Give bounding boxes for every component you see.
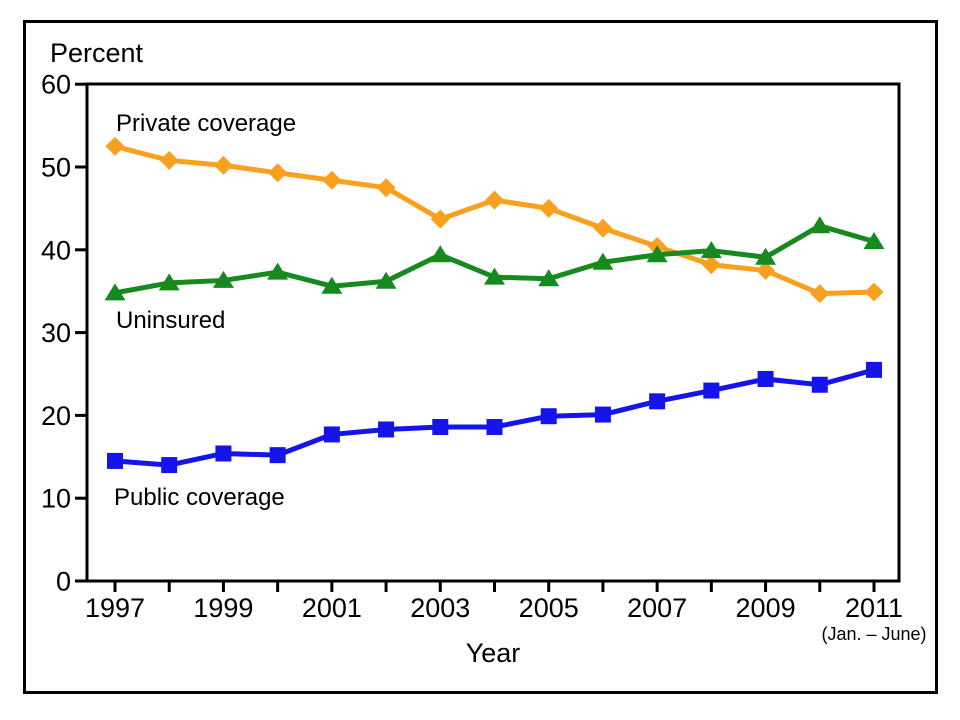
y-tick-label: 30: [41, 318, 71, 348]
marker-private-coverage: [213, 155, 233, 175]
marker-public-coverage: [378, 421, 395, 438]
marker-uninsured: [104, 283, 126, 301]
series-layer: [104, 136, 885, 474]
x-tick-label: 2001: [302, 593, 362, 623]
marker-public-coverage: [486, 418, 503, 435]
marker-private-coverage: [485, 190, 504, 210]
y-tick-label: 60: [41, 70, 71, 100]
y-tick-label: 20: [41, 401, 71, 431]
marker-uninsured: [375, 271, 397, 289]
marker-private-coverage: [430, 209, 450, 229]
marker-private-coverage: [268, 163, 288, 183]
marker-public-coverage: [594, 406, 611, 423]
figure-border: [23, 20, 938, 694]
y-tick-label: 0: [56, 567, 71, 597]
marker-public-coverage: [866, 361, 882, 378]
marker-private-coverage: [159, 150, 179, 170]
marker-uninsured: [267, 262, 289, 280]
marker-private-coverage: [701, 255, 721, 275]
marker-public-coverage: [323, 426, 340, 443]
marker-private-coverage: [376, 178, 396, 198]
marker-private-coverage: [322, 170, 342, 190]
marker-public-coverage: [215, 445, 232, 462]
marker-private-coverage: [105, 136, 125, 156]
marker-uninsured: [646, 245, 668, 263]
marker-public-coverage: [540, 408, 557, 425]
x-tick-label: 2007: [627, 593, 687, 623]
x-tick-label: 1999: [193, 593, 253, 623]
marker-uninsured: [484, 267, 505, 285]
x-tick-label: 1997: [85, 593, 145, 623]
marker-public-coverage: [107, 452, 123, 469]
marker-uninsured: [538, 269, 560, 287]
y-tick-label: 50: [41, 153, 71, 183]
marker-public-coverage: [432, 418, 449, 435]
series-label-private-coverage: Private coverage: [116, 110, 296, 137]
x-tick-label: 2011: [845, 593, 903, 623]
marker-uninsured: [755, 247, 777, 265]
y-tick-label: 10: [41, 484, 71, 514]
marker-public-coverage: [161, 457, 178, 474]
marker-private-coverage: [593, 218, 613, 238]
marker-uninsured: [158, 273, 180, 291]
marker-public-coverage: [703, 382, 720, 399]
y-axis-title: Percent: [50, 38, 144, 68]
marker-uninsured: [700, 241, 722, 259]
marker-private-coverage: [756, 261, 776, 280]
marker-public-coverage: [269, 447, 286, 464]
marker-private-coverage: [539, 198, 559, 218]
marker-public-coverage: [649, 393, 666, 410]
marker-public-coverage: [757, 370, 774, 387]
marker-uninsured: [809, 216, 831, 234]
x-tick-label: 2005: [519, 593, 579, 623]
marker-private-coverage: [864, 282, 884, 302]
x-axis-title: Year: [466, 638, 521, 668]
marker-uninsured: [863, 232, 885, 250]
marker-uninsured: [212, 270, 234, 288]
y-tick-label: 40: [41, 235, 71, 265]
marker-private-coverage: [810, 284, 830, 304]
axes-layer: 0 10 20 30 40 50 60 1997 1999 2001 2003 2005 2007 200…: [41, 70, 903, 623]
series-label-uninsured: Uninsured: [116, 307, 225, 334]
marker-uninsured: [429, 245, 451, 263]
x-tick-label: 2009: [736, 593, 796, 623]
marker-uninsured: [321, 276, 343, 294]
marker-public-coverage: [811, 376, 828, 393]
marker-uninsured: [592, 252, 614, 270]
x-tick-label: 2003: [410, 593, 470, 623]
series-label-public-coverage: Public coverage: [114, 484, 285, 511]
x-axis-note: (Jan. – June): [821, 624, 926, 644]
